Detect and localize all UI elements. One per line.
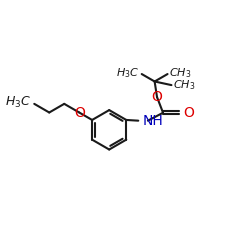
Text: NH: NH — [142, 114, 163, 128]
Text: O: O — [74, 106, 85, 120]
Text: $H_3C$: $H_3C$ — [5, 95, 31, 110]
Text: O: O — [184, 106, 194, 120]
Text: $CH_3$: $CH_3$ — [174, 78, 196, 92]
Text: $CH_3$: $CH_3$ — [170, 66, 192, 80]
Text: $H_3C$: $H_3C$ — [116, 66, 139, 80]
Text: O: O — [152, 90, 162, 104]
